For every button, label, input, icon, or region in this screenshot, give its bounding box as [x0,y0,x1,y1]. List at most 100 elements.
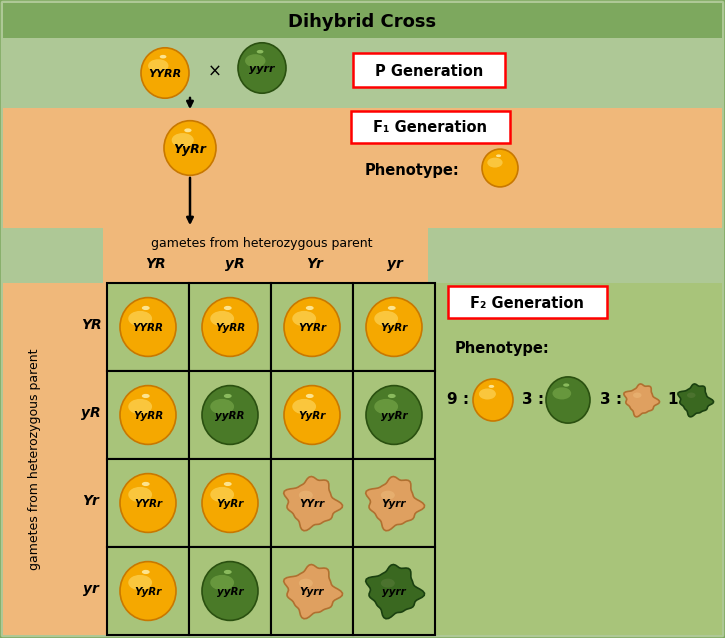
Ellipse shape [224,482,232,486]
Ellipse shape [164,121,216,175]
Ellipse shape [210,399,234,414]
Ellipse shape [210,311,234,326]
Text: yR: yR [225,257,245,271]
Ellipse shape [128,311,152,326]
Ellipse shape [366,297,422,357]
Ellipse shape [142,570,149,574]
Polygon shape [624,384,660,417]
Ellipse shape [120,385,176,445]
Ellipse shape [120,561,176,620]
Text: yyRr: yyRr [381,411,407,421]
Text: F₂ Generation: F₂ Generation [470,295,584,311]
Text: YYRr: YYRr [134,499,162,509]
Ellipse shape [388,394,396,398]
Ellipse shape [687,392,695,398]
Ellipse shape [202,561,258,620]
Ellipse shape [202,297,258,357]
Ellipse shape [546,377,590,423]
Text: 3 :: 3 : [600,392,622,408]
Bar [189,371,271,459]
Text: gametes from heterozygous parent: gametes from heterozygous parent [28,348,41,570]
Text: Phenotype:: Phenotype: [455,341,550,355]
Ellipse shape [473,379,513,421]
Text: YyRr: YyRr [134,587,162,597]
Ellipse shape [142,482,149,486]
Bar [271,283,353,371]
Text: Yyrr: Yyrr [299,587,324,597]
Ellipse shape [120,297,176,357]
Ellipse shape [210,487,234,502]
Text: gametes from heterozygous parent: gametes from heterozygous parent [152,237,373,249]
Text: yyRR: yyRR [215,411,245,421]
Ellipse shape [489,385,494,388]
Ellipse shape [224,570,232,574]
Text: Yr: Yr [307,257,323,271]
Bar [353,459,435,547]
Text: YyRR: YyRR [133,411,163,421]
Ellipse shape [299,579,313,588]
Text: P Generation: P Generation [375,64,483,78]
Ellipse shape [142,394,149,398]
Polygon shape [283,477,342,531]
Bar [353,283,435,371]
Ellipse shape [388,306,396,310]
Polygon shape [365,565,425,619]
Bar [3,228,722,283]
Ellipse shape [366,385,422,445]
FancyBboxPatch shape [353,53,505,87]
Ellipse shape [487,158,502,168]
Text: Dihybrid Cross: Dihybrid Cross [288,13,436,31]
Text: 3 :: 3 : [522,392,544,408]
Ellipse shape [563,383,569,387]
Ellipse shape [224,306,232,310]
Ellipse shape [148,59,168,72]
Polygon shape [678,384,713,417]
Text: yyRr: yyRr [217,587,244,597]
Bar [107,459,189,547]
Ellipse shape [292,311,316,326]
Bar [3,283,106,635]
Text: YyRR: YyRR [215,323,245,333]
Text: YR: YR [80,318,102,332]
Text: Yyrr: Yyrr [382,499,406,509]
Text: yyrr: yyrr [382,587,406,597]
Text: YyRr: YyRr [381,323,407,333]
Ellipse shape [374,399,398,414]
Bar [107,371,189,459]
Bar [3,38,722,108]
Ellipse shape [120,473,176,532]
Bar [271,371,353,459]
Ellipse shape [128,575,152,590]
Text: F₁ Generation: F₁ Generation [373,121,487,135]
Ellipse shape [210,575,234,590]
Bar [103,228,428,283]
Bar [3,3,722,38]
Bar [271,547,353,635]
Text: Yr: Yr [83,494,99,508]
Ellipse shape [142,306,149,310]
Bar [107,547,189,635]
Ellipse shape [552,387,571,399]
Text: YYrr: YYrr [299,499,325,509]
Text: Phenotype:: Phenotype: [365,163,460,177]
Ellipse shape [306,306,314,310]
Text: yr: yr [83,582,99,596]
Text: yr: yr [387,257,403,271]
Bar [3,108,722,228]
Ellipse shape [160,55,167,59]
Text: yR: yR [81,406,101,420]
Bar [189,547,271,635]
Ellipse shape [238,43,286,93]
Ellipse shape [245,54,265,68]
Ellipse shape [257,50,263,54]
Ellipse shape [128,487,152,502]
Ellipse shape [172,133,194,147]
Ellipse shape [202,473,258,532]
Ellipse shape [128,399,152,414]
Bar [353,547,435,635]
Ellipse shape [496,154,501,157]
Ellipse shape [184,128,191,132]
Ellipse shape [381,491,395,500]
Bar [107,283,189,371]
FancyBboxPatch shape [351,111,510,143]
